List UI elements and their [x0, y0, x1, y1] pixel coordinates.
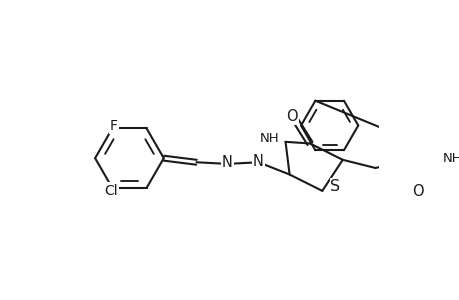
Text: O: O [411, 184, 423, 199]
Text: S: S [330, 179, 340, 194]
Text: N: N [222, 155, 232, 170]
Text: O: O [285, 109, 297, 124]
Text: NH: NH [442, 152, 459, 166]
Text: Cl: Cl [104, 184, 117, 198]
Text: F: F [110, 118, 118, 133]
Text: NH: NH [259, 132, 278, 145]
Text: N: N [252, 154, 263, 169]
